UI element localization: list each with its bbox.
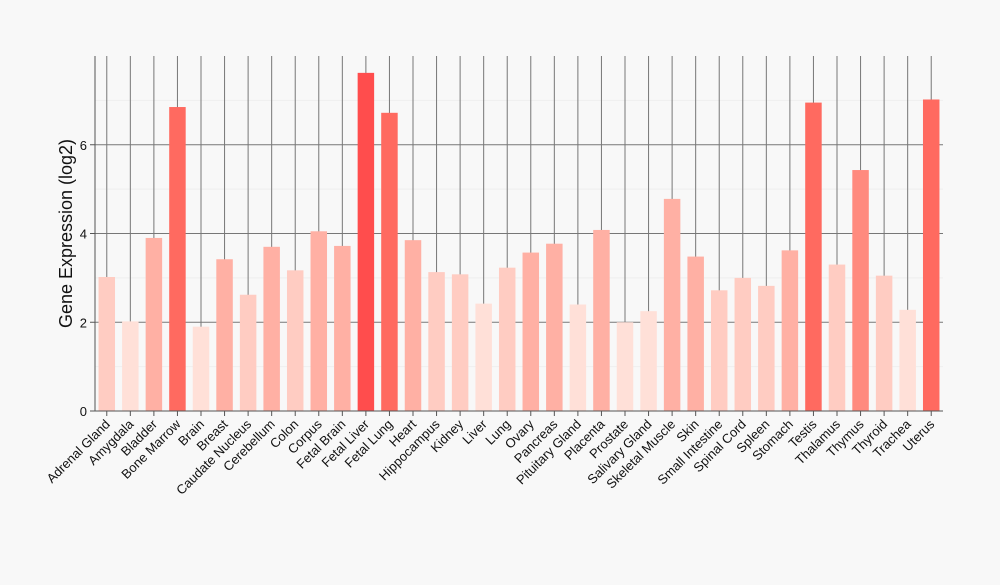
bar — [145, 237, 163, 411]
bar — [569, 304, 587, 411]
bar — [286, 270, 304, 411]
bar — [593, 229, 610, 411]
bar — [758, 285, 775, 411]
bar — [663, 198, 681, 411]
bar — [687, 256, 704, 411]
bar — [169, 107, 186, 411]
x-tick-label: Liver — [459, 416, 490, 447]
bar — [192, 326, 210, 411]
bar — [239, 294, 257, 411]
bar — [475, 303, 492, 411]
bar — [428, 272, 445, 411]
bar — [899, 309, 916, 411]
bar — [522, 252, 540, 411]
bar — [922, 99, 940, 412]
bar — [616, 322, 634, 411]
bar — [498, 267, 516, 411]
bar — [122, 321, 139, 411]
y-tick-label: 2 — [80, 315, 87, 330]
bar — [734, 277, 752, 411]
y-axis-title: Gene Expression (log2) — [56, 139, 76, 328]
bar — [451, 274, 469, 411]
bar — [828, 264, 846, 411]
bar — [710, 290, 728, 411]
bar — [310, 231, 328, 411]
bar — [640, 311, 657, 411]
bar — [334, 245, 351, 411]
y-tick-label: 0 — [80, 404, 87, 419]
bar — [263, 246, 280, 411]
bar — [781, 250, 799, 411]
bar — [852, 170, 869, 411]
bar — [98, 276, 116, 411]
bar — [216, 259, 233, 411]
bar — [381, 112, 398, 412]
bar — [404, 240, 422, 411]
bar — [805, 102, 822, 411]
bar — [546, 243, 563, 411]
y-tick-label: 4 — [80, 227, 87, 242]
bar — [357, 72, 375, 412]
bar — [875, 275, 893, 411]
y-tick-label: 6 — [80, 138, 87, 153]
